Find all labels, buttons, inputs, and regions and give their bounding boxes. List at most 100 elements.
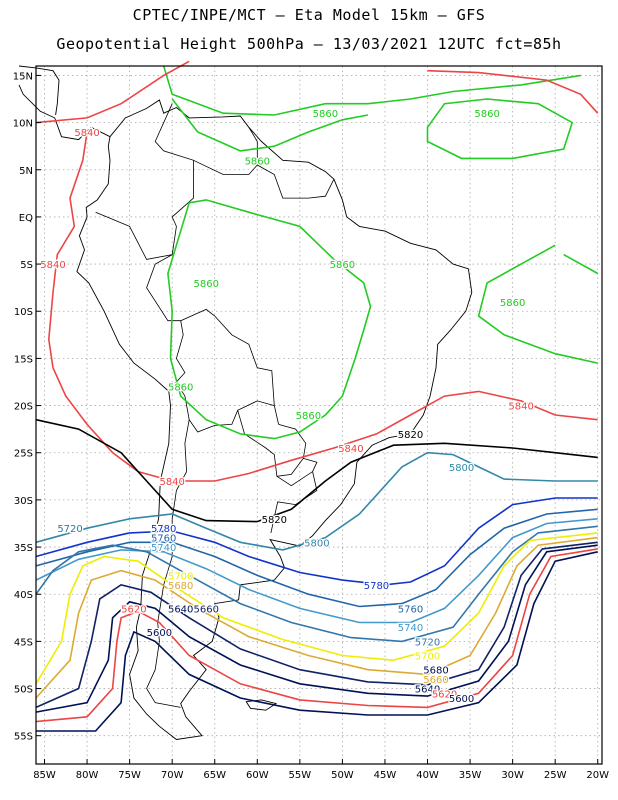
lat-tick-label: EQ bbox=[19, 213, 33, 224]
contour-5740 bbox=[35, 518, 598, 624]
contour-label: 5720 bbox=[415, 637, 440, 648]
contour-5860 bbox=[426, 98, 574, 160]
contour-label: 5680 bbox=[168, 581, 193, 592]
contour-label: 5820 bbox=[262, 515, 287, 526]
contour-label: 5700 bbox=[168, 571, 193, 582]
contour-label: 5780 bbox=[151, 524, 176, 535]
contour-label: 5600 bbox=[147, 628, 172, 639]
contour-label: 5860 bbox=[500, 298, 525, 309]
lon-tick-label: 80W bbox=[76, 770, 99, 781]
contour-5640 bbox=[36, 551, 598, 732]
lon-tick-label: 20W bbox=[586, 770, 609, 781]
lat-tick-label: 25S bbox=[14, 449, 33, 460]
lat-tick-label: 40S bbox=[14, 590, 33, 601]
contour-label: 5780 bbox=[364, 581, 389, 592]
map-title: CPTEC/INPE/MCT – Eta Model 15km – GFS bbox=[132, 6, 486, 24]
lat-tick-label: 5N bbox=[19, 166, 33, 177]
country-border bbox=[270, 470, 318, 533]
country-border bbox=[95, 103, 194, 260]
contour-label: 5800 bbox=[304, 538, 329, 549]
country-border bbox=[193, 127, 258, 175]
country-border bbox=[303, 458, 318, 472]
lon-tick-label: 65W bbox=[203, 770, 226, 781]
contour-5860 bbox=[167, 199, 372, 440]
contour-label: 5800 bbox=[449, 463, 474, 474]
contour-5640 bbox=[35, 544, 598, 713]
contour-label: 5760 bbox=[151, 534, 176, 545]
contour-5780 bbox=[35, 497, 598, 586]
lat-tick-label: 45S bbox=[14, 637, 33, 648]
axis-ticks: 15N 10N 5N EQ 5S 10S 15S 20S 25S 30S 35S 40S 45S 50S 5… bbox=[13, 71, 609, 781]
country-border bbox=[257, 164, 335, 199]
lon-tick-label: 70W bbox=[161, 770, 184, 781]
contour-label: 5840 bbox=[74, 128, 99, 139]
contour-5680 bbox=[35, 536, 598, 699]
contour-5800 bbox=[35, 451, 598, 551]
contour-label: 5700 bbox=[415, 652, 440, 663]
contour-label: 5680 bbox=[423, 666, 448, 677]
contour-label: 5860 bbox=[474, 109, 499, 120]
contour-label: 5760 bbox=[398, 604, 423, 615]
contour-label: 5600 bbox=[449, 694, 474, 705]
contour-5860 bbox=[563, 253, 599, 275]
lon-tick-label: 55W bbox=[289, 770, 312, 781]
country-border bbox=[180, 308, 279, 425]
contour-label: 5620 bbox=[432, 689, 457, 700]
lat-tick-label: 5S bbox=[20, 260, 33, 271]
falkland-islands bbox=[245, 699, 278, 711]
lat-tick-label: 55S bbox=[14, 732, 33, 743]
lat-tick-label: 15S bbox=[14, 354, 33, 365]
contour-5840 bbox=[427, 69, 599, 114]
lat-tick-label: 50S bbox=[14, 685, 33, 696]
contour-5720 bbox=[35, 525, 598, 643]
contour-label: 5860 bbox=[245, 156, 270, 167]
lat-tick-label: 10N bbox=[13, 119, 33, 130]
south-america-coastline bbox=[76, 99, 473, 740]
contour-5840 bbox=[47, 131, 598, 482]
contour-5760 bbox=[35, 508, 598, 608]
contour-labels: 5860 5860 5860 5840 5860 5860 5840 5860 5860 5860… bbox=[39, 108, 535, 706]
lat-tick-label: 20S bbox=[14, 402, 33, 413]
contour-label: 5740 bbox=[151, 543, 176, 554]
lat-lon-grid bbox=[36, 66, 602, 764]
country-border bbox=[176, 381, 275, 433]
lon-tick-label: 35W bbox=[459, 770, 482, 781]
contour-5700 bbox=[35, 532, 598, 685]
contour-label: 5840 bbox=[159, 477, 184, 488]
contour-label: 5620 bbox=[121, 604, 146, 615]
map-frame bbox=[35, 65, 603, 765]
contour-5820 bbox=[35, 418, 598, 523]
country-border bbox=[146, 254, 186, 392]
contour-lines bbox=[35, 60, 599, 732]
contour-label: 5840 bbox=[40, 260, 65, 271]
contour-label: 5860 bbox=[313, 109, 338, 120]
contour-label: 5840 bbox=[338, 444, 363, 455]
contour-label: 5860 bbox=[193, 279, 218, 290]
contour-label: 5860 bbox=[296, 411, 321, 422]
lat-tick-label: 30S bbox=[14, 496, 33, 507]
map-subtitle: Geopotential Height 500hPa – 13/03/2021 … bbox=[56, 35, 562, 53]
lon-tick-label: 40W bbox=[416, 770, 439, 781]
lon-tick-label: 30W bbox=[501, 770, 524, 781]
lon-tick-label: 85W bbox=[33, 770, 56, 781]
contour-label: 5640 bbox=[415, 685, 440, 696]
contour-label: 5660 bbox=[423, 675, 448, 686]
central-america-coastline bbox=[18, 65, 60, 116]
contour-label: 5820 bbox=[398, 430, 423, 441]
contour-5620 bbox=[35, 548, 598, 723]
contour-5840 bbox=[35, 60, 190, 124]
contour-5860 bbox=[162, 65, 581, 116]
contour-5660 bbox=[35, 541, 598, 709]
contour-label: 5840 bbox=[508, 402, 533, 413]
contour-label: 5640 bbox=[168, 604, 193, 615]
lon-tick-label: 25W bbox=[544, 770, 567, 781]
central-america-coastline bbox=[18, 84, 111, 141]
lat-tick-label: 10S bbox=[14, 307, 33, 318]
country-border bbox=[237, 410, 307, 477]
lon-tick-label: 50W bbox=[331, 770, 354, 781]
contour-5860 bbox=[171, 98, 369, 152]
lon-tick-label: 45W bbox=[374, 770, 397, 781]
contour-label: 5860 bbox=[168, 383, 193, 394]
lat-tick-label: 35S bbox=[14, 543, 33, 554]
